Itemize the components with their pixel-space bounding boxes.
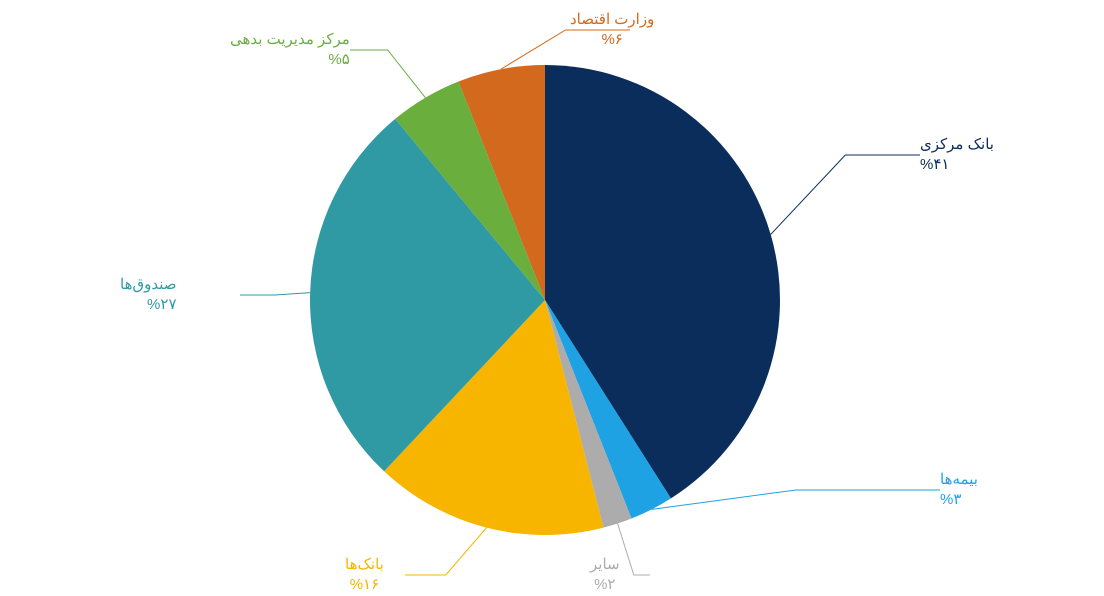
leader-line-insurance — [652, 490, 940, 509]
pie-label-pct: %۵ — [230, 50, 350, 70]
pie-label-debt-mgmt: مرکز مدیریت بدهی%۵ — [230, 30, 350, 71]
leader-line-funds — [240, 293, 310, 295]
pie-label-other: سایر%۲ — [590, 555, 620, 596]
leader-line-banks — [405, 528, 487, 575]
pie-label-funds: صندوق‌ها%۲۷ — [120, 275, 177, 316]
pie-label-name: صندوق‌ها — [120, 275, 177, 295]
pie-label-insurance: بیمه‌ها%۳ — [940, 470, 978, 511]
pie-label-pct: %۴۱ — [920, 155, 994, 175]
pie-label-pct: %۶ — [570, 30, 654, 50]
pie-chart: بانک مرکزی%۴۱بیمه‌ها%۳سایر%۲بانک‌ها%۱۶صن… — [0, 0, 1104, 588]
pie-label-pct: %۲ — [590, 575, 620, 595]
pie-label-pct: %۳ — [940, 490, 978, 510]
pie-label-name: سایر — [590, 555, 620, 575]
pie-label-name: وزارت اقتصاد — [570, 10, 654, 30]
pie-label-name: بانک مرکزی — [920, 135, 994, 155]
leader-line-debt-mgmt — [350, 50, 425, 98]
pie-label-central-bank: بانک مرکزی%۴۱ — [920, 135, 994, 176]
pie-label-economy-ministry: وزارت اقتصاد%۶ — [570, 10, 654, 51]
pie-label-name: مرکز مدیریت بدهی — [230, 30, 350, 50]
pie-label-pct: %۱۶ — [345, 575, 384, 595]
pie-label-name: بیمه‌ها — [940, 470, 978, 490]
leader-line-other — [618, 523, 650, 575]
leader-line-central-bank — [771, 155, 920, 234]
pie-label-banks: بانک‌ها%۱۶ — [345, 555, 384, 596]
pie-label-pct: %۲۷ — [120, 295, 177, 315]
pie-label-name: بانک‌ها — [345, 555, 384, 575]
